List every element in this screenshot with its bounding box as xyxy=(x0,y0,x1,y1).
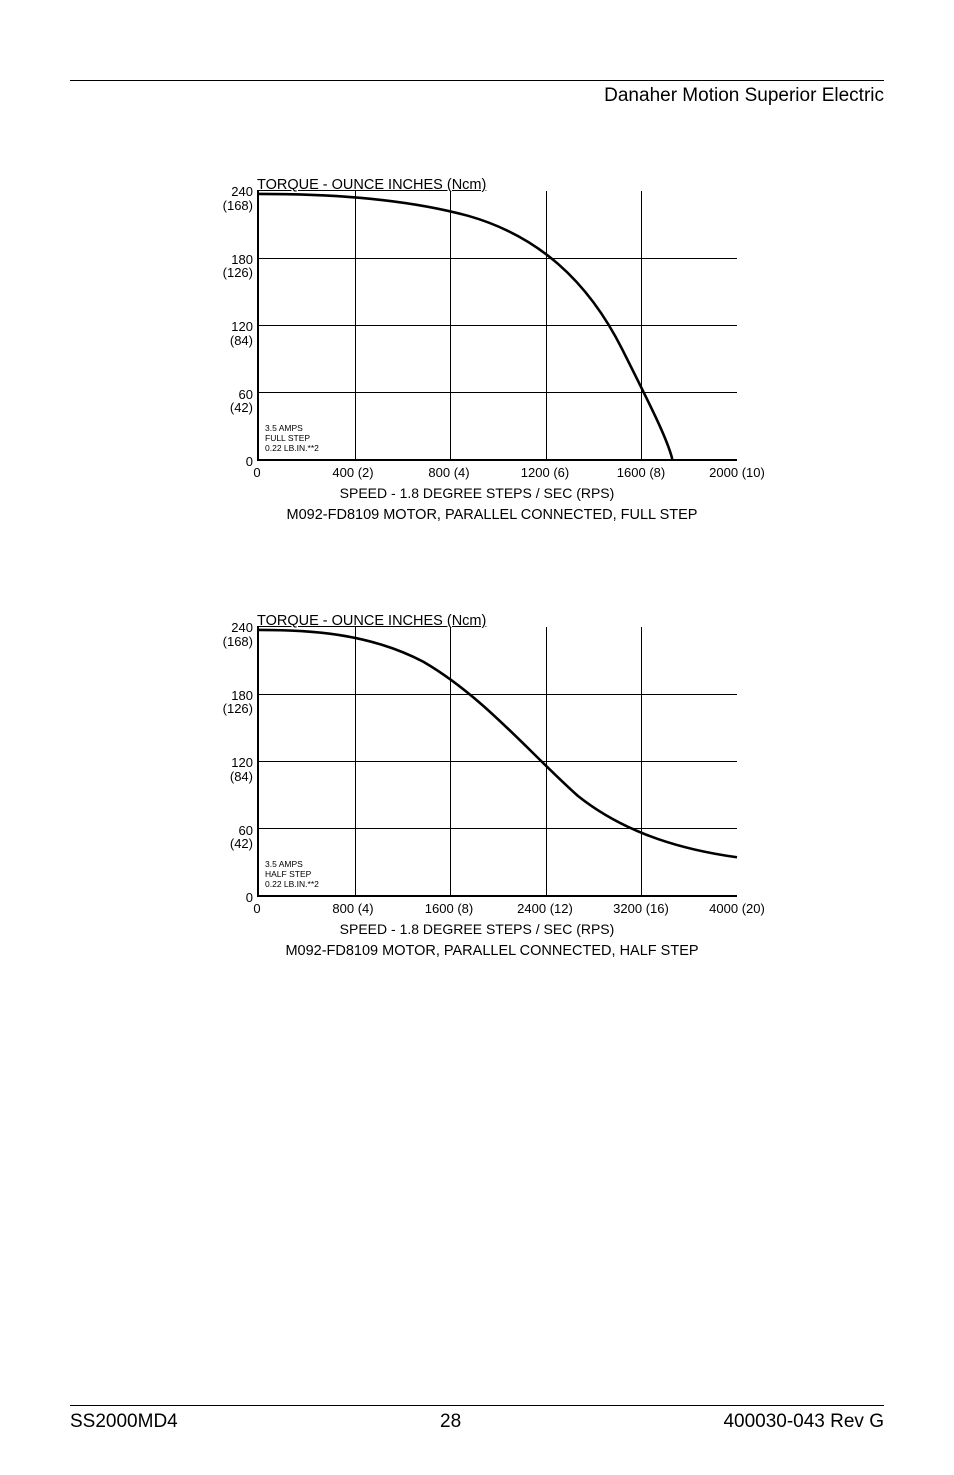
x-tick-label: 3200 (16) xyxy=(613,901,669,916)
y-tick-label: 60(42) xyxy=(230,824,253,851)
grid-line-horizontal xyxy=(259,761,737,762)
grid-line-horizontal xyxy=(259,392,737,393)
chart1-inside-label: 3.5 AMPSFULL STEP0.22 LB.IN.**2 xyxy=(265,423,319,454)
x-tick-label: 0 xyxy=(253,465,260,480)
x-tick-label: 2000 (10) xyxy=(709,465,765,480)
footer: SS2000MD4 28 400030-043 Rev G xyxy=(70,1405,884,1433)
grid-line-horizontal xyxy=(259,258,737,259)
footer-center: 28 xyxy=(440,1411,461,1433)
y-tick-label: 0 xyxy=(246,455,253,469)
x-tick-label: 800 (4) xyxy=(332,901,373,916)
grid-line-horizontal xyxy=(259,828,737,829)
y-tick-label: 240(168) xyxy=(223,185,253,212)
x-tick-label: 2400 (12) xyxy=(517,901,573,916)
chart2-plot: 3.5 AMPSHALF STEP0.22 LB.IN.**2 xyxy=(257,627,737,897)
chart-full-step: TORQUE - OUNCE INCHES (Ncm) 240(168)180(… xyxy=(197,177,757,523)
page: Danaher Motion Superior Electric TORQUE … xyxy=(0,0,954,1475)
chart2-area: 240(168)180(126)120(84)60(42)0 3.5 AMPSH… xyxy=(197,627,757,897)
x-tick-label: 1600 (8) xyxy=(425,901,473,916)
grid-line-horizontal xyxy=(259,325,737,326)
chart1-area: 240(168)180(126)120(84)60(42)0 3.5 AMPSF… xyxy=(197,191,757,461)
grid-line-horizontal xyxy=(259,694,737,695)
x-tick-label: 0 xyxy=(253,901,260,916)
x-tick-label: 1200 (6) xyxy=(521,465,569,480)
y-tick-label: 120(84) xyxy=(230,756,253,783)
chart1-y-axis: 240(168)180(126)120(84)60(42)0 xyxy=(197,191,257,461)
chart2-y-axis: 240(168)180(126)120(84)60(42)0 xyxy=(197,627,257,897)
footer-right: 400030-043 Rev G xyxy=(723,1411,884,1433)
header-rule xyxy=(70,80,884,81)
chart2-inside-label: 3.5 AMPSHALF STEP0.22 LB.IN.**2 xyxy=(265,859,319,890)
footer-rule xyxy=(70,1405,884,1406)
y-tick-label: 240(168) xyxy=(223,621,253,648)
y-tick-label: 60(42) xyxy=(230,388,253,415)
y-tick-label: 180(126) xyxy=(223,689,253,716)
chart2-x-label: SPEED - 1.8 DEGREE STEPS / SEC (RPS) xyxy=(197,921,757,937)
x-tick-label: 800 (4) xyxy=(428,465,469,480)
footer-left: SS2000MD4 xyxy=(70,1411,178,1433)
x-tick-label: 400 (2) xyxy=(332,465,373,480)
chart1-caption: M092-FD8109 MOTOR, PARALLEL CONNECTED, F… xyxy=(227,507,757,523)
x-tick-label: 4000 (20) xyxy=(709,901,765,916)
header-company: Danaher Motion Superior Electric xyxy=(70,85,884,107)
y-tick-label: 120(84) xyxy=(230,320,253,347)
x-tick-label: 1600 (8) xyxy=(617,465,665,480)
y-tick-label: 180(126) xyxy=(223,253,253,280)
footer-row: SS2000MD4 28 400030-043 Rev G xyxy=(70,1411,884,1433)
chart2-caption: M092-FD8109 MOTOR, PARALLEL CONNECTED, H… xyxy=(227,943,757,959)
chart1-plot: 3.5 AMPSFULL STEP0.22 LB.IN.**2 xyxy=(257,191,737,461)
y-tick-label: 0 xyxy=(246,891,253,905)
chart-half-step: TORQUE - OUNCE INCHES (Ncm) 240(168)180(… xyxy=(197,613,757,959)
chart1-x-label: SPEED - 1.8 DEGREE STEPS / SEC (RPS) xyxy=(197,485,757,501)
